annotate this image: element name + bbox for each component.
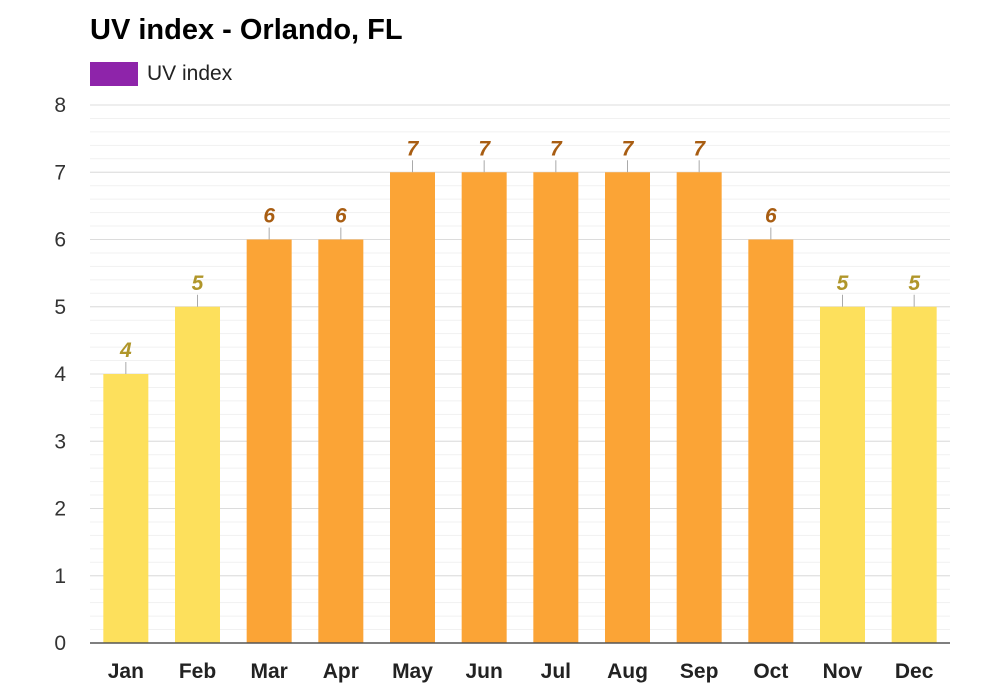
data-label: 5 (837, 272, 849, 295)
x-tick-label: Apr (323, 660, 359, 683)
x-tick-label: May (392, 660, 433, 683)
y-tick-label: 5 (54, 296, 66, 319)
x-tick-label: Aug (607, 660, 648, 683)
bar-jun (461, 172, 507, 643)
x-tick-label: Jul (541, 660, 571, 683)
x-tick-label: Nov (823, 660, 863, 683)
y-tick-label: 3 (54, 430, 66, 453)
x-tick-label: Mar (250, 660, 287, 683)
bar-dec (891, 306, 937, 643)
data-label: 6 (335, 205, 347, 228)
x-tick-label: Jan (108, 660, 144, 683)
bar-apr (318, 239, 364, 643)
x-tick-label: Jun (465, 660, 502, 683)
legend-swatch (90, 62, 138, 86)
y-tick-label: 6 (54, 229, 66, 252)
legend-label: UV index (147, 62, 233, 85)
data-label: 7 (407, 137, 420, 160)
y-tick-label: 7 (54, 161, 66, 184)
chart-title: UV index - Orlando, FL (90, 14, 403, 46)
bar-feb (175, 306, 220, 643)
bar-aug (605, 172, 650, 643)
data-label: 6 (263, 205, 275, 228)
data-label: 5 (908, 272, 920, 295)
data-label: 4 (119, 339, 132, 362)
data-label: 6 (765, 205, 777, 228)
bar-nov (820, 306, 865, 643)
x-tick-label: Sep (680, 660, 719, 683)
x-tick-label: Dec (895, 660, 934, 683)
legend: UV index (90, 62, 232, 86)
y-tick-label: 1 (54, 565, 66, 588)
x-tick-label: Oct (753, 660, 788, 683)
data-label: 5 (192, 272, 204, 295)
y-tick-label: 2 (54, 498, 66, 521)
bar-oct (748, 239, 794, 643)
bar-jul (533, 172, 579, 643)
x-tick-label: Feb (179, 660, 216, 683)
data-label: 7 (622, 137, 635, 160)
data-label: 7 (550, 137, 563, 160)
y-tick-label: 0 (54, 632, 66, 655)
bar-sep (676, 172, 722, 643)
bar-mar (246, 239, 292, 643)
y-tick-label: 8 (54, 94, 66, 117)
data-label: 7 (693, 137, 706, 160)
bar-may (390, 172, 435, 643)
data-label: 7 (478, 137, 491, 160)
bar-jan (103, 374, 149, 643)
y-tick-label: 4 (54, 363, 66, 386)
